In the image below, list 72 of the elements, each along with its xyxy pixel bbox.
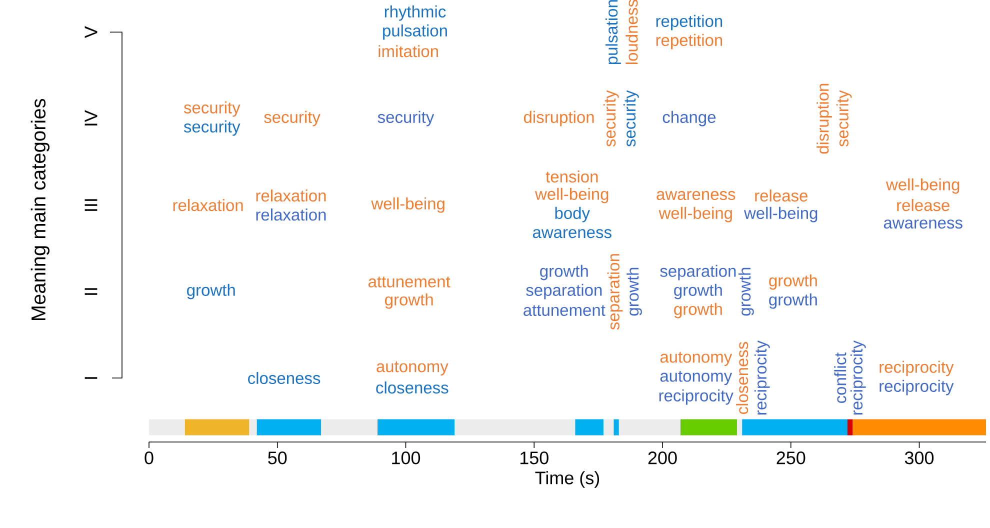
annotation: awareness xyxy=(884,220,962,229)
y-axis-title: Meaning main categories xyxy=(30,98,50,320)
annotation: awareness xyxy=(532,229,612,238)
y-tick-label: III xyxy=(84,199,98,211)
x-tick-label: 250 xyxy=(776,452,806,464)
annotation: growth xyxy=(674,284,722,300)
annotation: release xyxy=(755,189,808,202)
annotation: imitation xyxy=(378,45,438,58)
annotation: reciprocity xyxy=(880,360,954,376)
x-tick-label: 150 xyxy=(520,452,548,464)
y-tick-label: I xyxy=(84,377,98,379)
annotation: relaxation xyxy=(256,189,326,202)
annotation: relaxation xyxy=(256,208,326,221)
annotation: growth xyxy=(769,293,817,309)
annotation: conflict xyxy=(834,352,846,403)
annotation: autonomy xyxy=(660,370,732,386)
annotation: well-being xyxy=(658,206,732,222)
annotation: security xyxy=(623,90,639,147)
annotation: autonomy xyxy=(376,361,448,376)
annotation: repetition xyxy=(656,14,722,30)
annotation: pulsation xyxy=(606,0,621,64)
annotation: relaxation xyxy=(173,199,243,212)
annotation: security xyxy=(264,110,320,126)
annotation: growth xyxy=(540,264,588,280)
x-tick-label: 200 xyxy=(648,452,677,464)
annotation: well-being xyxy=(371,197,444,213)
x-tick-label: 0 xyxy=(144,452,154,464)
y-tick-label: V xyxy=(84,26,98,38)
annotation: tension xyxy=(546,170,598,183)
annotation: disruption xyxy=(816,84,832,154)
annotation: growth xyxy=(187,284,235,300)
annotation: growth xyxy=(674,302,722,318)
annotation: rhythmic xyxy=(384,5,446,21)
annotation: pulsation xyxy=(383,24,447,40)
x-axis-title: Time (s) xyxy=(535,471,600,488)
annotation: well-being xyxy=(534,188,608,204)
annotation: autonomy xyxy=(660,352,732,366)
x-tick-label: 50 xyxy=(268,452,287,464)
x-tick-label: 100 xyxy=(392,452,420,464)
annotation: release xyxy=(897,199,950,212)
annotation: repetition xyxy=(656,34,722,50)
annotation: reciprocity xyxy=(659,389,734,405)
annotation: security xyxy=(184,120,240,136)
annotation: attunement xyxy=(368,276,450,288)
annotation: disruption xyxy=(524,110,594,126)
annotation: closeness xyxy=(736,342,748,414)
annotation: body xyxy=(555,206,590,222)
annotation: closeness xyxy=(248,372,320,384)
annotation: growth xyxy=(738,268,754,316)
annotation: well-being xyxy=(886,178,960,194)
annotation: loudness xyxy=(626,0,638,64)
annotation: well-being xyxy=(744,206,818,222)
annotation: reciprocity xyxy=(880,380,954,396)
annotation: change xyxy=(662,110,716,126)
annotation: growth xyxy=(385,293,433,309)
annotation: security xyxy=(184,101,240,117)
annotation: awareness xyxy=(656,191,736,200)
annotation: growth xyxy=(769,274,817,290)
annotation: closeness xyxy=(376,381,448,394)
annotation: separation xyxy=(660,264,736,280)
annotation: reciprocity xyxy=(754,340,770,415)
annotation: security xyxy=(836,90,852,147)
annotation: reciprocity xyxy=(850,340,866,415)
annotation: security xyxy=(603,90,619,147)
annotation: attunement xyxy=(524,305,606,316)
y-tick-label: IV xyxy=(84,110,98,126)
annotation: growth xyxy=(626,268,642,316)
annotation: separation xyxy=(526,284,602,300)
y-tick-label: II xyxy=(84,288,98,295)
annotation: separation xyxy=(607,254,623,330)
annotation: security xyxy=(378,110,434,126)
x-tick-label: 300 xyxy=(904,452,934,464)
